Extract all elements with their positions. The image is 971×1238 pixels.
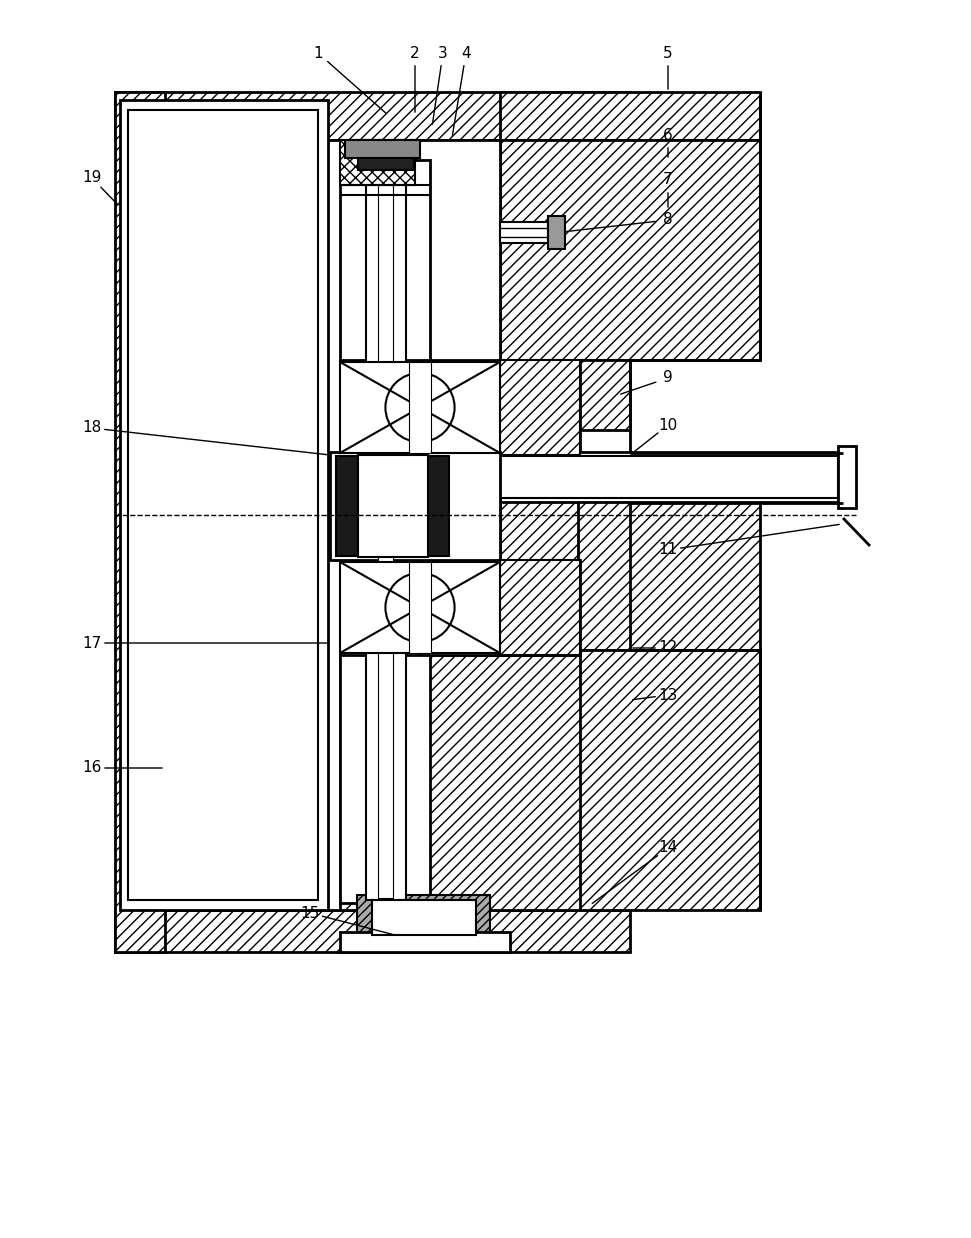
Polygon shape [340, 562, 500, 652]
Text: 16: 16 [83, 760, 102, 775]
Polygon shape [838, 446, 856, 508]
Polygon shape [345, 140, 420, 158]
Text: 13: 13 [658, 687, 678, 702]
Text: 6: 6 [663, 128, 673, 142]
Polygon shape [578, 490, 760, 650]
Polygon shape [340, 932, 510, 952]
Text: 7: 7 [663, 172, 673, 187]
Polygon shape [500, 360, 580, 456]
Text: 3: 3 [438, 46, 448, 61]
Polygon shape [340, 360, 580, 456]
Polygon shape [500, 650, 760, 910]
Polygon shape [500, 140, 760, 360]
Polygon shape [115, 92, 165, 952]
Polygon shape [336, 456, 358, 556]
Text: 18: 18 [83, 421, 102, 436]
Polygon shape [500, 456, 838, 498]
Polygon shape [128, 110, 318, 900]
Polygon shape [409, 361, 431, 453]
Text: 17: 17 [83, 635, 102, 650]
Text: 10: 10 [658, 417, 678, 432]
Polygon shape [358, 456, 428, 557]
Text: 4: 4 [461, 46, 471, 61]
Polygon shape [358, 140, 414, 170]
Polygon shape [340, 160, 430, 903]
Polygon shape [548, 215, 565, 249]
Polygon shape [330, 452, 500, 560]
Polygon shape [372, 900, 476, 935]
Polygon shape [115, 910, 630, 952]
Polygon shape [120, 100, 328, 910]
Text: 12: 12 [658, 640, 678, 655]
Text: 19: 19 [83, 171, 102, 186]
Polygon shape [165, 140, 500, 910]
Text: 2: 2 [410, 46, 419, 61]
Polygon shape [340, 655, 580, 910]
Polygon shape [500, 92, 760, 140]
Polygon shape [340, 560, 580, 655]
Polygon shape [500, 490, 630, 910]
Polygon shape [409, 562, 431, 652]
Polygon shape [357, 140, 415, 907]
Polygon shape [340, 361, 500, 453]
Polygon shape [366, 150, 406, 900]
Text: 8: 8 [663, 213, 673, 228]
Polygon shape [500, 560, 580, 655]
Text: 11: 11 [658, 542, 678, 557]
Text: 5: 5 [663, 46, 673, 61]
Polygon shape [115, 92, 630, 140]
Text: 14: 14 [658, 841, 678, 855]
Text: 1: 1 [314, 46, 322, 61]
Polygon shape [500, 452, 843, 501]
Text: 9: 9 [663, 370, 673, 385]
Polygon shape [428, 456, 449, 556]
Text: 15: 15 [300, 905, 319, 921]
Polygon shape [578, 360, 630, 430]
Polygon shape [340, 140, 415, 184]
Polygon shape [500, 222, 548, 243]
Polygon shape [357, 895, 490, 942]
Polygon shape [378, 155, 393, 898]
